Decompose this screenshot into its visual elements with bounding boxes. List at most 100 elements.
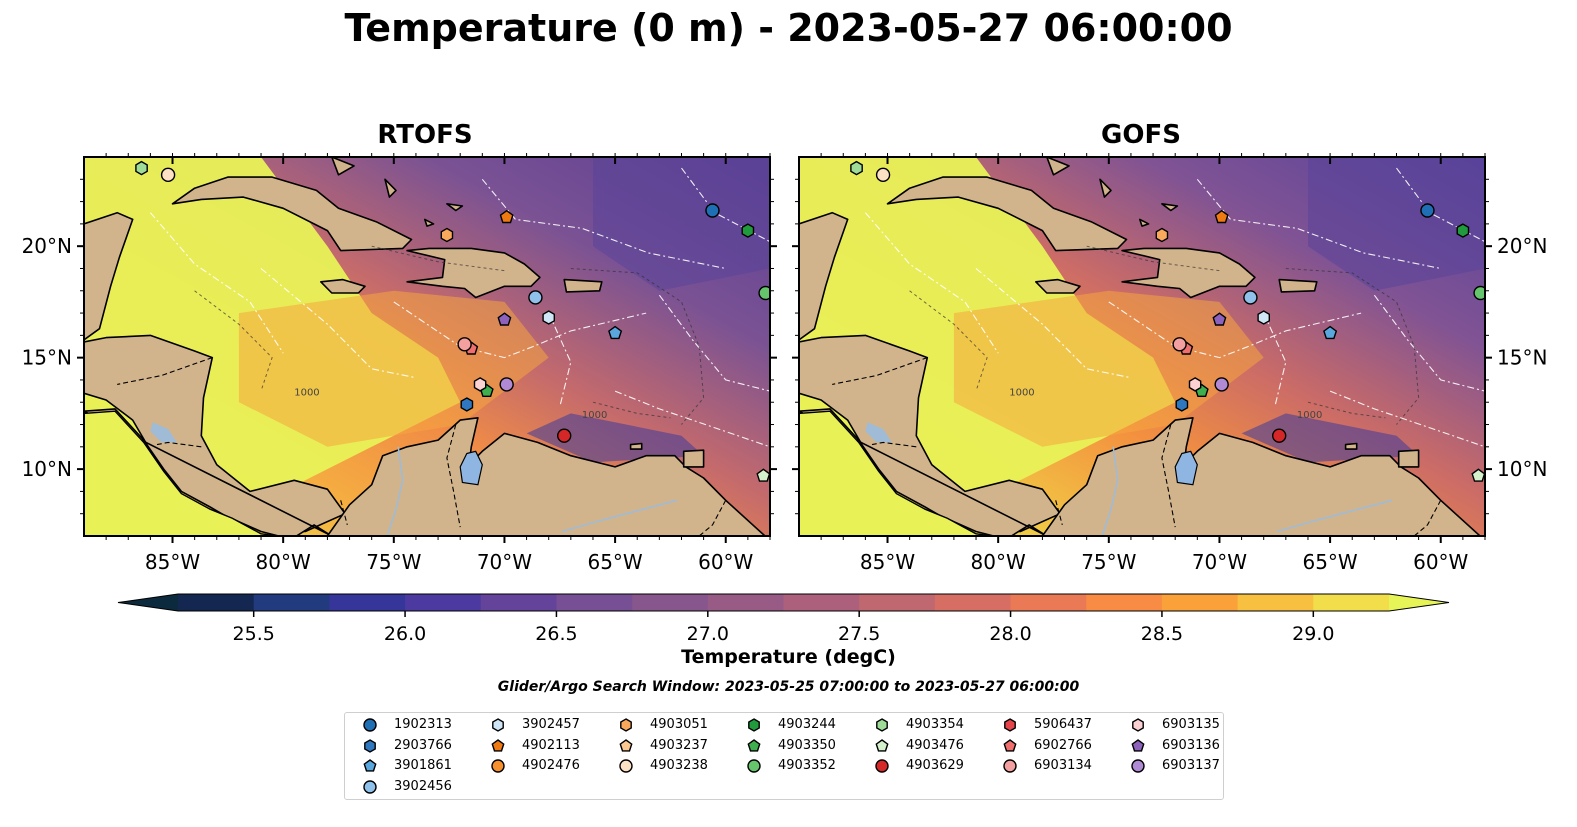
float-marker-3902457 [542, 310, 555, 325]
colorbar-bin [934, 594, 1012, 611]
lat-tick-label: 15°N [1497, 346, 1547, 370]
bathymetry-contour [1307, 401, 1386, 419]
pacific-ocean [84, 410, 283, 536]
bathymetry-contour [1086, 245, 1220, 272]
legend-label: 6903135 [1162, 717, 1220, 732]
legend-marker-hexagon [364, 738, 376, 753]
colorbar-tick-label: 28.5 [1141, 623, 1183, 645]
legend-symbol [619, 759, 633, 773]
bathymetry-contour [592, 401, 671, 419]
legend-symbol [619, 738, 633, 752]
legend-label: 4903350 [778, 737, 836, 753]
float-marker-6903137 [1214, 377, 1229, 392]
lon-tick-label: 70°W [477, 550, 532, 574]
colorbar-bin [707, 594, 785, 611]
lon-tick-label: 80°W [256, 550, 311, 574]
float-marker-6903136 [1212, 312, 1227, 326]
country-border [1413, 500, 1442, 536]
legend-symbol [1003, 759, 1017, 773]
float-marker-3901861 [1323, 325, 1338, 340]
land-mass [384, 178, 397, 198]
legend-label: 4903051 [650, 717, 708, 732]
river [1276, 499, 1393, 533]
cool-water-region [526, 413, 704, 463]
legend-marker-hexagon [1132, 718, 1144, 732]
legend-label: 3901861 [394, 758, 452, 773]
float-marker-4903476 [756, 468, 770, 482]
legend-label: 4902113 [522, 737, 580, 753]
legend-symbol [492, 718, 504, 732]
legend-symbol [747, 759, 761, 773]
map-frame [83, 156, 771, 537]
legend-label: 6903137 [1162, 758, 1220, 773]
colorbar-tick-label: 26.5 [535, 623, 577, 645]
colorbar-bin [405, 594, 482, 611]
legend-label: 4903238 [650, 758, 708, 773]
float-marker-4903354 [850, 160, 863, 176]
colorbar-tick-label: 25.5 [233, 623, 275, 645]
lake-nicaragua [150, 422, 177, 443]
legend-symbol [620, 718, 632, 732]
eez-boundary [1373, 294, 1485, 392]
map-panel-gofs: 1000 1000 85°W 80°W 75°W 70°W 65°W 60°W 20°N 15°N… [792, 153, 1547, 574]
eez-boundary [1108, 301, 1362, 359]
float-marker-6903135 [1188, 377, 1202, 392]
eez-boundary [658, 294, 770, 392]
lake-nicaragua [865, 422, 892, 443]
land-mass [1035, 278, 1081, 294]
cool-water-region [1241, 413, 1419, 463]
legend-label: 6903134 [1034, 758, 1092, 773]
legend-marker-pentagon [619, 738, 633, 752]
legend-label: 6902766 [1034, 737, 1092, 753]
legend-symbol [1131, 738, 1145, 752]
legend-symbol [363, 718, 377, 732]
legend-symbol [1132, 718, 1144, 732]
colorbar-bin [1010, 594, 1087, 611]
land-mass [84, 334, 346, 533]
legend-label: 6903136 [1162, 737, 1220, 753]
colorbar-tick-label: 28.0 [989, 623, 1031, 645]
legend-label: 4903237 [650, 737, 708, 753]
cool-water-region [1308, 157, 1485, 291]
legend-label: 3902457 [522, 717, 580, 732]
legend-marker-hexagon [620, 718, 632, 732]
country-border [832, 357, 928, 385]
legend-label: 3902456 [394, 778, 452, 794]
colorbar-bin [556, 594, 633, 611]
colorbar-bin [480, 594, 558, 611]
colorbar: 25.5 26.0 26.5 27.0 27.5 28.0 28.5 29.0 [117, 593, 1450, 645]
float-marker-4903354 [135, 160, 148, 176]
eez-boundary [614, 390, 770, 448]
float-marker-2903766 [1175, 397, 1189, 412]
legend-label: 4903244 [778, 717, 836, 732]
lake-maracaibo [459, 450, 483, 486]
eez-boundary [864, 212, 999, 354]
legend-label: 4902476 [522, 758, 580, 773]
float-marker-4903352 [758, 285, 770, 301]
map-frame [798, 156, 1486, 537]
float-marker-6903135 [473, 377, 487, 392]
eez-boundary [393, 301, 647, 359]
legend-marker-circle [1003, 759, 1017, 773]
colorbar-bin [783, 594, 860, 611]
legend-marker-pentagon [1131, 738, 1145, 752]
colorbar-tick-label: 26.0 [384, 623, 426, 645]
bathymetry-contour [1285, 268, 1420, 425]
land-mass [406, 247, 541, 299]
bathymetry-label: 1000 [1009, 388, 1034, 399]
float-marker-4903629 [557, 428, 572, 443]
country-border [1161, 424, 1176, 528]
float-marker-4902113 [499, 209, 514, 224]
colorbar-tick-label: 27.5 [838, 623, 880, 645]
colorbar-outline [117, 593, 1450, 612]
lat-tick-label: 20°N [1497, 234, 1547, 258]
legend-marker-pentagon [491, 738, 505, 752]
lat-tick-label: 10°N [22, 457, 72, 481]
legend-symbol [363, 779, 377, 794]
legend-marker-circle [491, 759, 505, 773]
country-border [156, 441, 202, 448]
land-mass [446, 203, 464, 212]
colorbar-label: Temperature (degC) [681, 646, 896, 668]
colorbar-extend-high [1389, 594, 1449, 611]
colorbar-tick-label: 27.0 [687, 623, 729, 645]
